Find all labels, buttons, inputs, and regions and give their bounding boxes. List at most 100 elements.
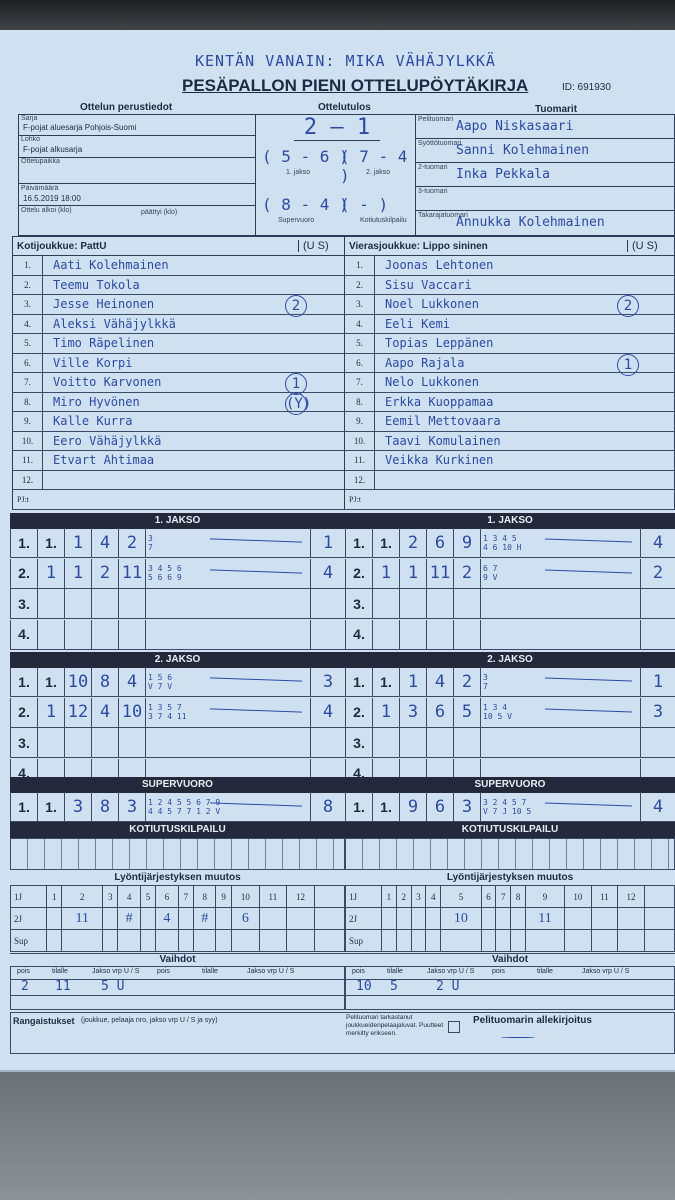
lineup-spare (314, 907, 345, 930)
jakso2-score: ( 7 - 4 ) (340, 147, 408, 185)
score-cell: 3 (119, 792, 146, 821)
score-cell: 2. (11, 697, 38, 727)
score-cell (119, 589, 146, 618)
player-number: 12. (345, 470, 375, 490)
strike-line (545, 802, 632, 807)
score-cell (92, 589, 119, 618)
away-jakso1-row: 3. (345, 589, 675, 619)
score-cell (427, 619, 454, 649)
player-number: 8. (13, 392, 43, 412)
strike-line (210, 568, 302, 574)
runs-note (481, 620, 541, 649)
player-row: 5. Topias Leppänen (345, 334, 675, 354)
away-section-jakso1: 1. JAKSO (345, 513, 675, 529)
lineup-empty (563, 929, 592, 952)
lineup-col-number: 2 (61, 885, 103, 908)
player-name: Eeli Kemi (385, 316, 451, 331)
total-runs: 1 (652, 671, 664, 692)
page-title: PESÄPALLON PIENI OTTELUPÖYTÄKIRJA (182, 76, 529, 95)
vaihdot-col-header: tilalle (52, 968, 68, 975)
score-cell (38, 758, 65, 788)
score-cell (65, 758, 92, 788)
jakso2-label: 2. jakso (366, 169, 391, 176)
vaihdot-col-header: tilalle (202, 968, 218, 975)
player-name: Etvart Ahtimaa (53, 453, 155, 467)
score-cell (427, 589, 454, 618)
referee-check-checkbox[interactable] (448, 1021, 460, 1033)
score-cell: 4 (427, 667, 454, 696)
player-row: 8. Miro Hyvönen (Y) (12, 392, 345, 415)
handwritten-note: KENTÄN VANAIN: MIKA VÄHÄJYLKKÄ (195, 52, 496, 70)
lohko-value: F-pojat alkusarja (23, 145, 83, 154)
vaihdot-col-header: Jakso vrp U / S (247, 968, 295, 975)
score-cell (373, 619, 400, 649)
score-cell: 4. (346, 758, 373, 788)
lineup-change (258, 907, 287, 930)
lineup-empty (425, 929, 442, 952)
player-mark: 1 (617, 353, 639, 376)
score-cell: 3. (346, 589, 373, 618)
pj-row: PJ:t (345, 490, 675, 510)
vaihdot-pois: 2 (21, 979, 29, 994)
final-score: 2 — 1 (294, 115, 380, 141)
player-row: 8. Erkka Kuoppamaa (345, 392, 675, 412)
sarja-label: Sarja (21, 115, 38, 122)
strike-line (210, 707, 302, 713)
score-cell: 4 (119, 667, 146, 696)
player-name: Topias Leppänen (385, 336, 494, 350)
signature-label: Pelituomarin allekirjoitus (473, 1015, 592, 1026)
vaihdot-jakso: 5 U (101, 979, 125, 994)
score-cell: 2 (454, 667, 481, 696)
score-cell: 2. (346, 697, 373, 727)
date-label: Päivämäärä (21, 185, 59, 192)
vaihdot-col-header: pois (157, 968, 170, 975)
score-cell (119, 758, 146, 788)
player-row: 5. Timo Räpelinen (12, 334, 345, 354)
player-number: 10. (345, 431, 375, 451)
score-cell: 1 (38, 697, 65, 727)
lineup-change (101, 907, 119, 930)
referee-role: Takarajatuomari (418, 212, 468, 219)
vaihdot-jakso: 2 U (436, 979, 460, 994)
score-cell (373, 758, 400, 788)
home-jakso1-row: 4. (10, 619, 345, 650)
home-kotiutus-grid (10, 838, 345, 870)
player-name: Sisu Vaccari (385, 277, 472, 292)
player-name: Miro Hyvönen (53, 394, 140, 409)
player-row: 4. Aleksi Vähäjylkkä (12, 314, 345, 334)
total-runs: 3 (652, 702, 664, 722)
runs-note: 1 3 4 5 4 6 10 H (483, 533, 522, 552)
score-cell: 1. (346, 792, 373, 821)
runs-note: 3 2 4 5 7 V 7 J 10 5 (483, 797, 532, 816)
lineup-col-number: 7 (177, 885, 195, 908)
player-name: Voitto Karvonen (53, 375, 162, 389)
runs-note: 1 3 5 7 3 7 4 11 (148, 703, 187, 721)
lineup-empty (480, 929, 497, 952)
score-cell: 1 (373, 697, 400, 727)
lineup-empty (495, 929, 512, 952)
strike-line-area (541, 558, 641, 588)
away-jakso1-row: 4. (345, 619, 675, 650)
lineup-empty (139, 929, 157, 952)
runs-note: 1 5 6 V 7 V (148, 672, 173, 691)
referee-row: Syöttötuomari Sanni Kolehmainen (416, 139, 675, 163)
player-number: 4. (345, 314, 375, 334)
player-name: Teemu Tokola (53, 277, 140, 292)
score-cell: 1 (65, 528, 92, 557)
score-cell: 1 (373, 558, 400, 588)
vaihdot-divider (346, 979, 674, 980)
score-cell: 4. (11, 619, 38, 649)
score-cell (454, 758, 481, 788)
strike-line (545, 568, 632, 574)
home-lineup-heading: Lyöntijärjestyksen muutos (114, 872, 241, 883)
player-number: 3. (13, 295, 43, 314)
referee-row: Pelituomari Aapo Niskasaari (416, 115, 675, 139)
strike-line-area (206, 697, 311, 727)
player-number: 9. (345, 412, 375, 431)
home-section-jakso2: 2. JAKSO (10, 652, 345, 668)
penalties-box: Rangaistukset (joukkue, pelaaja nro, jaks… (10, 1012, 675, 1054)
strike-line (545, 538, 632, 543)
